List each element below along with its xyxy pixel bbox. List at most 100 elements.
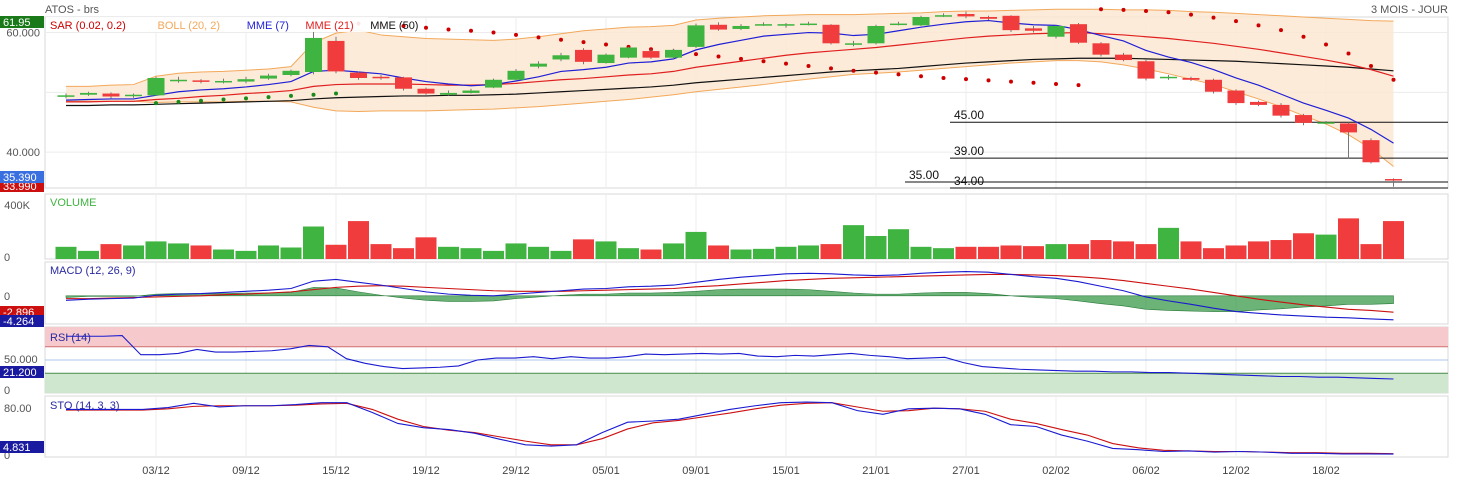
candle-body [1025, 28, 1042, 31]
x-tick-label: 12/02 [1222, 465, 1250, 477]
x-tick-label: 06/02 [1132, 465, 1160, 477]
panels: 03/12 09/12 15/12 19/12 29/12 05/01 09/01 15/01… [0, 7, 1449, 477]
sar-point [311, 92, 316, 97]
sar-point [1324, 42, 1328, 47]
candle-body [1295, 115, 1312, 123]
x-tick-label: 02/02 [1042, 465, 1070, 477]
sar-point [1121, 7, 1126, 12]
level-label: 39.00 [954, 144, 984, 158]
volume-bar [303, 226, 324, 259]
sar-point [986, 78, 991, 83]
x-tick-label: 09/01 [682, 465, 710, 477]
candle-body [125, 94, 142, 97]
volume-bar [1225, 245, 1247, 259]
panel-frame-sto [44, 395, 1449, 458]
sar-point [896, 72, 901, 77]
sar-point [266, 95, 271, 100]
candle-body [1160, 76, 1177, 79]
level-label: 45.00 [954, 108, 984, 122]
volume-bar [685, 231, 707, 259]
volume-bar [1045, 244, 1067, 259]
candle-body [80, 92, 97, 95]
volume-bar [730, 249, 752, 259]
mme21-line [66, 31, 1394, 103]
sar-point [874, 70, 878, 75]
candle-body [350, 72, 367, 78]
sar-point [1009, 79, 1013, 84]
volume-bar [370, 244, 392, 259]
sar-point [941, 75, 946, 80]
sto-badge: 4.831 [3, 442, 31, 454]
volume-bar [910, 246, 932, 259]
level-label: 35.00 [909, 168, 939, 182]
price-badge-low: 33.990 [3, 181, 37, 193]
sar-point [1076, 83, 1081, 88]
candle-body [395, 77, 412, 89]
volume-bar [1293, 233, 1314, 259]
sar-point [289, 93, 293, 98]
sar-point [221, 97, 226, 102]
candle-body [1182, 77, 1200, 80]
sar-point [1189, 12, 1193, 17]
volume-bar [415, 237, 437, 259]
volume-bar [753, 248, 774, 259]
macd-badge-macd-bg [0, 315, 44, 327]
volume-bar [1180, 241, 1202, 259]
macd-y-tick: 0 [4, 291, 10, 303]
volume-bar [1248, 241, 1269, 259]
sar-point [176, 99, 181, 104]
chart-period-label[interactable]: 3 MOIS - JOUR [1371, 4, 1448, 16]
candle-body [57, 95, 75, 97]
sar-point [761, 59, 766, 64]
price-badge-high: 61.95 [3, 17, 31, 29]
sar-point [694, 52, 698, 57]
candle-body [170, 79, 187, 82]
price-badge-last-bg [0, 171, 44, 183]
legend-bg [46, 17, 388, 32]
sar-point [469, 28, 473, 33]
candle-body [462, 90, 480, 93]
x-tick-label: 29/12 [502, 465, 530, 477]
candle-body [552, 55, 570, 60]
volume-bar [955, 246, 977, 259]
sar-point [919, 74, 923, 79]
candle-body [597, 54, 615, 64]
candle-body [485, 79, 502, 88]
price-badge-last: 35.390 [3, 172, 37, 184]
candle-body [732, 25, 750, 29]
volume-bar [1000, 245, 1022, 259]
candle-body [1362, 140, 1380, 163]
volume-bar [573, 239, 594, 259]
candle-body [575, 49, 592, 62]
macd-signal-line [66, 273, 1394, 313]
volume-bar [843, 225, 864, 259]
volume-bar [1383, 221, 1404, 259]
legend-item: MME (50) [370, 20, 418, 32]
sto-y-tick: 0 [4, 450, 10, 462]
rsi-label: RSI (14) [50, 332, 91, 344]
sar-point [1211, 15, 1216, 20]
volume-bar [865, 235, 887, 259]
candle-body [800, 23, 817, 26]
candle-body [777, 24, 795, 26]
volume-bar [1338, 218, 1359, 259]
rsi-oversold-zone [45, 373, 1448, 393]
x-tick-label: 27/01 [952, 465, 980, 477]
candle-body [980, 17, 997, 19]
x-tick-label: 18/02 [1312, 465, 1340, 477]
volume-bar [1158, 227, 1179, 259]
volume-bar [640, 249, 662, 259]
macd-label: MACD (12, 26, 9) [50, 265, 136, 277]
volume-bar [505, 243, 527, 259]
sto-y-tick: 80.00 [4, 403, 32, 415]
sar-point [1301, 34, 1306, 39]
candle-body [957, 14, 975, 17]
candle-body [665, 49, 682, 58]
sar-point [514, 32, 518, 37]
sar-point [604, 42, 608, 47]
volume-bar [1023, 246, 1044, 259]
legend-item: SAR (0.02, 0.2) [50, 20, 126, 32]
candle-body [260, 75, 277, 79]
volume-bar [708, 245, 729, 259]
sar-point [851, 68, 856, 73]
